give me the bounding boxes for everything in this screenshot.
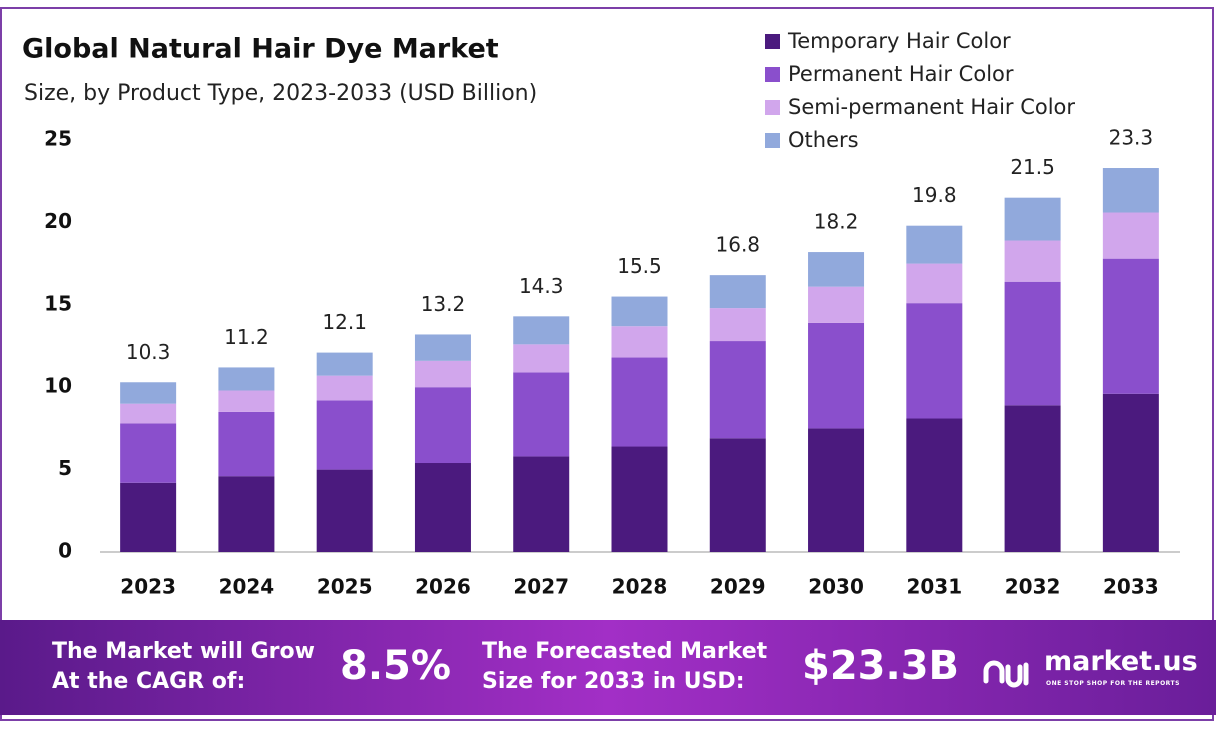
x-tick-label: 2026 [415, 575, 471, 599]
bar-segment [1102, 168, 1159, 213]
total-label: 18.2 [814, 210, 859, 234]
legend-swatch [765, 34, 780, 49]
size-label: The Forecasted Market Size for 2033 in U… [482, 637, 767, 697]
bar-segment [218, 411, 275, 477]
bar-segment [611, 357, 668, 447]
y-tick-label: 0 [58, 539, 72, 563]
bar-segment [709, 341, 766, 439]
bar-segment [906, 225, 963, 264]
bar-segment [1102, 258, 1159, 394]
chart-title: Global Natural Hair Dye Market [22, 34, 499, 65]
bar-segment [808, 322, 865, 429]
total-label: 11.2 [224, 325, 269, 349]
bar-segment [513, 372, 570, 457]
footer-band [0, 620, 1216, 715]
bar-segment [611, 446, 668, 552]
bar-segment [414, 360, 471, 388]
bar-segment [611, 326, 668, 358]
total-label: 16.8 [716, 233, 761, 257]
bar-segment [414, 463, 471, 552]
bar-segment [906, 418, 963, 552]
cagr-label-line: The Market will Grow [52, 639, 315, 664]
legend-swatch [765, 67, 780, 82]
bar-segment [513, 344, 570, 373]
legend-label: Others [788, 128, 859, 152]
y-tick-label: 5 [58, 456, 72, 480]
x-tick-label: 2023 [120, 575, 176, 599]
bar-segment [120, 382, 177, 404]
chart-subtitle: Size, by Product Type, 2023-2033 (USD Bi… [24, 81, 537, 106]
legend-label: Temporary Hair Color [787, 29, 1011, 53]
x-tick-label: 2033 [1103, 575, 1159, 599]
brand: market.us [1044, 646, 1198, 677]
bar-segment [316, 352, 373, 376]
bar-segment [1004, 281, 1061, 406]
x-tick-label: 2027 [513, 575, 569, 599]
bar-segment [906, 263, 963, 304]
y-tick-label: 20 [44, 209, 72, 233]
bar-segment [1102, 393, 1159, 552]
x-tick-label: 2024 [219, 575, 275, 599]
x-tick-label: 2025 [317, 575, 373, 599]
bar-segment [218, 476, 275, 552]
total-label: 12.1 [322, 310, 367, 334]
bar-segment [414, 387, 471, 464]
total-label: 23.3 [1109, 126, 1154, 150]
size-value: $23.3B [802, 643, 960, 689]
x-tick-label: 2028 [612, 575, 668, 599]
bar-segment [709, 275, 766, 309]
bar-segment [513, 316, 570, 345]
x-tick-label: 2031 [906, 575, 962, 599]
y-tick-label: 15 [44, 291, 72, 315]
bar-segment [218, 390, 275, 412]
y-tick-label: 10 [44, 374, 72, 398]
total-label: 14.3 [519, 274, 564, 298]
size-label-line: Size for 2033 in USD: [482, 669, 745, 694]
brand-tagline: ONE STOP SHOP FOR THE REPORTS [1046, 680, 1180, 687]
bar-segment [1004, 197, 1061, 241]
brand-logo [983, 660, 1029, 688]
bar-segment [316, 375, 373, 401]
legend-label: Semi-permanent Hair Color [788, 95, 1075, 119]
bar-segment [120, 482, 177, 552]
x-tick-label: 2030 [808, 575, 864, 599]
bar-segment [808, 252, 865, 287]
bar-segment [316, 400, 373, 470]
bar-segment [709, 438, 766, 552]
bar-segment [120, 403, 177, 424]
bar-segment [906, 303, 963, 419]
bar-segment [709, 308, 766, 342]
bar-segment [513, 456, 570, 552]
total-label: 19.8 [912, 183, 957, 207]
bar-segment [1004, 405, 1061, 552]
x-tick-label: 2032 [1005, 575, 1061, 599]
bar-segment [414, 334, 471, 361]
x-tick-label: 2029 [710, 575, 766, 599]
total-label: 21.5 [1010, 155, 1055, 179]
legend-swatch [765, 133, 780, 148]
bar-segment [1102, 212, 1159, 259]
bar-segment [1004, 240, 1061, 282]
total-label: 13.2 [421, 292, 466, 316]
legend-swatch [765, 100, 780, 115]
bar-segment [808, 428, 865, 552]
bar-segment [218, 367, 275, 391]
cagr-value: 8.5% [340, 643, 451, 689]
cagr-label: The Market will Grow At the CAGR of: [52, 637, 315, 697]
cagr-label-line: At the CAGR of: [52, 669, 246, 694]
total-label: 10.3 [126, 340, 171, 364]
bar-segment [611, 296, 668, 327]
bar-segment [120, 423, 177, 483]
y-tick-label: 25 [44, 127, 72, 151]
bar-segment [808, 286, 865, 323]
legend-label: Permanent Hair Color [788, 62, 1014, 86]
total-label: 15.5 [617, 254, 662, 278]
bar-segment [316, 469, 373, 552]
size-label-line: The Forecasted Market [482, 639, 768, 664]
